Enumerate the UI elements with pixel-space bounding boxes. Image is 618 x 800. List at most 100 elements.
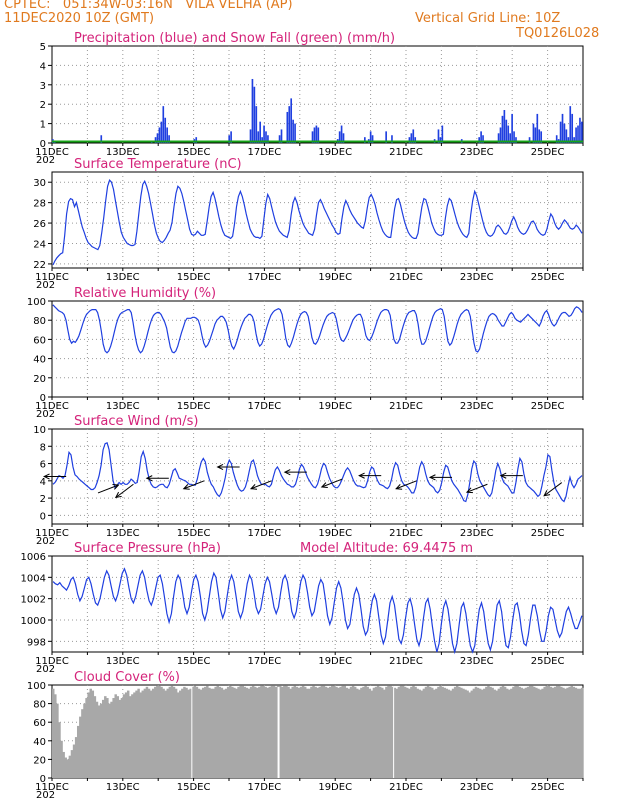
wind-arrow-shaft <box>115 483 134 498</box>
precip-bar <box>261 137 263 143</box>
cloud-bar <box>104 696 107 778</box>
x-tick-label: 25DEC <box>531 656 565 667</box>
wind-arrow-head <box>182 484 190 490</box>
cloud-bar <box>364 685 367 778</box>
header-grid-note: Vertical Grid Line: 10Z <box>415 11 561 26</box>
x-tick-label: 25DEC <box>531 782 565 793</box>
cloud-bar <box>439 685 442 778</box>
y-tick-label: 3 <box>40 81 46 92</box>
x-tick-label: 21DEC <box>389 272 423 283</box>
cloud-bar <box>187 689 190 778</box>
cloud-bar <box>299 686 303 778</box>
cloud-bar <box>95 701 99 778</box>
cloud-bar <box>345 687 349 778</box>
cloud-bar <box>199 689 203 778</box>
panel-frame <box>51 171 584 269</box>
y-tick-label: 22 <box>33 260 46 271</box>
cloud-bar <box>312 685 315 778</box>
precip-bar <box>230 131 232 143</box>
cloud-bar <box>424 686 428 778</box>
wind-arrow-head <box>543 490 551 497</box>
x-year-fragment: 202 <box>36 664 55 675</box>
panel-4 <box>48 555 584 655</box>
cloud-bar <box>79 716 82 778</box>
precip-bar <box>538 129 541 143</box>
x-tick-label: 11DEC <box>35 401 69 412</box>
chart-title: Cloud Cover (%) <box>74 670 180 685</box>
y-tick-label: 0 <box>40 139 46 150</box>
cloud-bar <box>256 687 259 778</box>
wind-arrow-head <box>428 474 436 481</box>
cloud-bar <box>368 688 371 778</box>
cloud-bar <box>85 698 88 778</box>
cloud-bar <box>437 686 440 778</box>
precip-bar <box>160 121 163 143</box>
cloud-bar <box>93 696 97 778</box>
chart-title: Relative Humidity (%) <box>74 286 216 301</box>
cloud-bar <box>320 685 324 778</box>
cloud-bar <box>545 685 548 778</box>
cloud-bar <box>462 688 465 778</box>
cloud-bar <box>210 688 213 778</box>
cloud-bar <box>522 688 526 778</box>
cloud-bar <box>314 686 317 778</box>
cloud-bar <box>62 751 65 778</box>
x-tick-label: 11DEC <box>35 656 69 667</box>
cloud-bar <box>403 686 407 778</box>
cloud-bar <box>116 696 120 778</box>
precip-bar <box>164 117 167 143</box>
x-tick-label: 11DEC <box>35 147 69 158</box>
cloud-bar <box>237 686 240 778</box>
cloud-bar <box>408 688 411 778</box>
cloud-bar <box>418 689 421 778</box>
precip-bar <box>257 131 260 143</box>
panel-0 <box>48 45 584 146</box>
y-tick-label: 1006 <box>21 552 46 563</box>
precip-bar <box>280 129 283 143</box>
cloud-bar <box>508 689 511 778</box>
precip-bar <box>439 137 442 143</box>
y-tick-label: 1004 <box>21 573 46 584</box>
precip-bar <box>555 135 558 143</box>
cloud-bar <box>106 698 109 778</box>
cloud-bar <box>270 685 274 778</box>
x-tick-label: 13DEC <box>106 656 140 667</box>
cloud-bar <box>376 685 380 778</box>
cloud-bar <box>510 688 513 778</box>
cloud-bar <box>374 686 378 778</box>
cloud-bar <box>164 690 167 778</box>
x-tick-label: 17DEC <box>248 147 282 158</box>
cloud-bar <box>547 685 551 778</box>
precip-bar <box>497 133 500 143</box>
cloud-bar <box>131 694 134 778</box>
cloud-bar <box>66 759 70 778</box>
precip-bar <box>573 137 575 143</box>
y-tick-label: 24 <box>33 239 46 250</box>
cloud-bar <box>129 696 132 778</box>
wind-arrow-head <box>465 487 473 494</box>
cloud-bar <box>468 692 471 778</box>
cloud-bar <box>483 688 486 778</box>
cloud-bar <box>101 699 105 778</box>
cloud-bar <box>539 689 542 778</box>
x-tick-label: 23DEC <box>460 528 494 539</box>
precip-bar <box>507 125 510 143</box>
cloud-bar <box>235 688 238 778</box>
cloud-bar <box>189 688 192 778</box>
cloud-bar <box>535 687 538 778</box>
cloud-bar <box>578 688 582 778</box>
y-tick-label: 28 <box>33 199 46 210</box>
cloud-bar <box>291 686 294 778</box>
precip-bar <box>503 110 506 143</box>
cloud-bar <box>83 703 86 778</box>
wind-arrow-head <box>395 484 403 490</box>
precip-bar <box>571 113 574 143</box>
x-year-fragment: 202 <box>36 536 55 547</box>
precip-bar <box>340 125 343 143</box>
cloud-bar <box>220 687 224 778</box>
cloud-bar <box>460 687 463 778</box>
wind-arrow-head <box>112 484 120 490</box>
cloud-bar <box>524 687 528 778</box>
cloud-bar <box>120 698 124 778</box>
